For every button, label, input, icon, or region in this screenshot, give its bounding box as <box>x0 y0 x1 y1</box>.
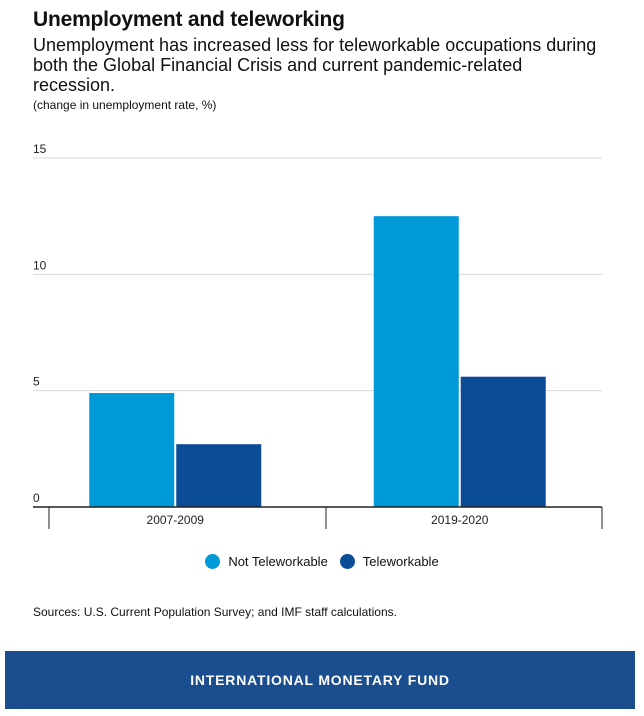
legend-label-teleworkable: Teleworkable <box>362 554 439 569</box>
y-tick-label-5: 5 <box>33 375 40 389</box>
y-tick-label-15: 15 <box>33 142 47 156</box>
source-note: Sources: U.S. Current Population Survey;… <box>33 605 397 619</box>
footer-text: INTERNATIONAL MONETARY FUND <box>190 672 450 688</box>
bar-2019-2020-teleworkable <box>460 376 546 507</box>
y-tick-label-0: 0 <box>33 491 40 505</box>
bar-2019-2020-not-teleworkable <box>373 216 459 507</box>
imf-footer-banner: INTERNATIONAL MONETARY FUND <box>5 651 635 709</box>
legend-item-not-teleworkable: Not Teleworkable <box>205 554 328 569</box>
legend-swatch-teleworkable <box>339 554 355 569</box>
bar-2007-2009-teleworkable <box>176 444 262 507</box>
legend-label-not-teleworkable: Not Teleworkable <box>228 554 328 569</box>
x-tick-label-2007-2009: 2007-2009 <box>147 513 205 527</box>
y-tick-label-10: 10 <box>33 258 47 272</box>
legend-item-teleworkable: Teleworkable <box>339 554 439 569</box>
legend-swatch-not-teleworkable <box>205 554 221 569</box>
chart-title: Unemployment and teleworking <box>33 8 345 31</box>
legend: Not Teleworkable Teleworkable <box>0 554 644 569</box>
bar-2007-2009-not-teleworkable <box>89 392 175 507</box>
chart-subtitle: Unemployment has increased less for tele… <box>33 35 597 95</box>
x-tick-label-2019-2020: 2019-2020 <box>431 513 489 527</box>
unit-note: (change in unemployment rate, %) <box>33 98 217 112</box>
bar-chart: 0 5 10 15 2007-2009 2019-2020 <box>33 142 603 529</box>
